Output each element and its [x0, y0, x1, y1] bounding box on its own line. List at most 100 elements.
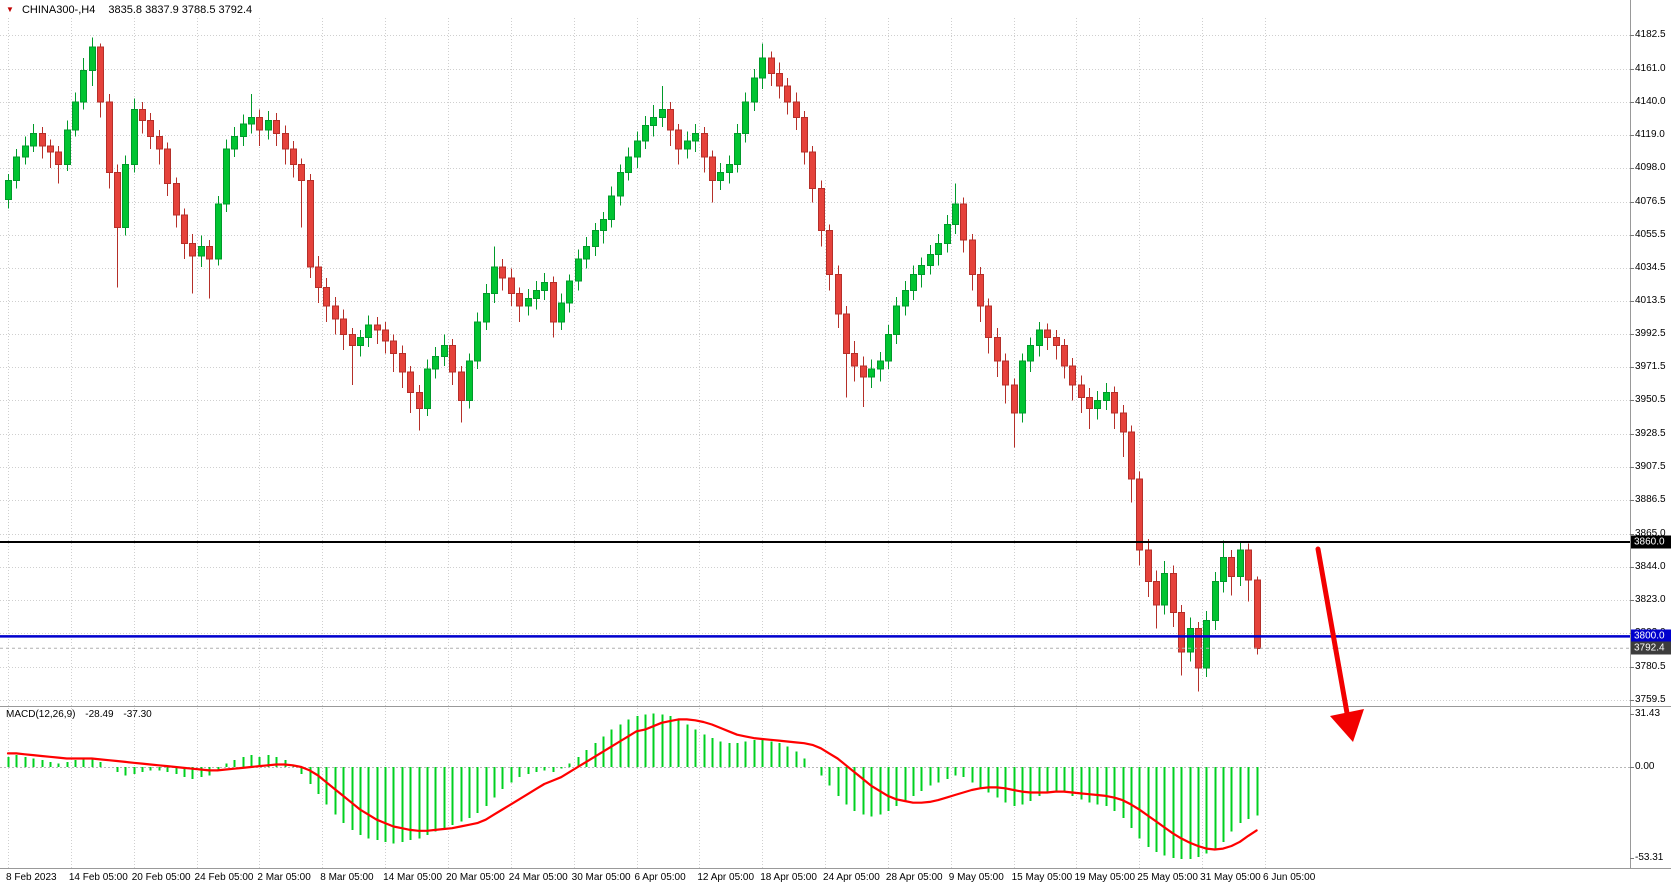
candle	[1002, 353, 1009, 404]
price-axis-label: 3844.0	[1635, 561, 1666, 573]
candle	[944, 215, 951, 253]
time-axis-label: 15 May 05:00	[1011, 872, 1073, 883]
candle	[147, 112, 154, 149]
macd-indicator-label: MACD(12,26,9) -28.49 -37.30	[6, 709, 159, 720]
candle	[55, 145, 62, 184]
candle	[240, 114, 247, 146]
candle	[382, 321, 389, 354]
resistance-price-tag: 3860.0	[1631, 535, 1671, 549]
candle	[550, 276, 557, 338]
candle	[851, 340, 858, 382]
candle	[365, 315, 372, 348]
candle	[717, 163, 724, 190]
candle	[634, 131, 641, 168]
candle	[768, 51, 775, 87]
candle	[726, 155, 733, 184]
candle	[650, 104, 657, 137]
candle	[600, 211, 607, 244]
macd-axis-label: 31.43	[1635, 707, 1661, 719]
macd-signal-value: -37.30	[123, 709, 152, 720]
candle	[458, 365, 465, 423]
candle	[357, 329, 364, 357]
time-axis-label: 25 May 05:00	[1137, 872, 1198, 883]
support-price-tag: 3800.0	[1631, 629, 1671, 643]
candle	[508, 268, 515, 307]
price-axis-label: 3865.0	[1635, 528, 1666, 540]
candle	[1237, 542, 1244, 587]
grid-lines	[0, 18, 1630, 868]
time-axis-label: 8 Mar 05:00	[320, 872, 374, 883]
macd-histogram	[7, 713, 1259, 859]
candle	[131, 98, 138, 173]
candle	[273, 112, 280, 146]
price-axis-label: 3992.5	[1635, 327, 1666, 339]
candle	[608, 186, 615, 228]
candle	[692, 123, 699, 153]
candle	[474, 312, 481, 370]
candle	[374, 317, 381, 344]
candle	[985, 298, 992, 354]
down-trend-arrow[interactable]	[1315, 546, 1364, 742]
time-axis-label: 18 Apr 05:00	[760, 872, 817, 883]
time-axis-label: 6 Jun 05:00	[1263, 872, 1316, 883]
candle	[1094, 391, 1101, 420]
candle	[424, 359, 431, 417]
candle	[994, 328, 1001, 377]
candle	[22, 136, 29, 165]
candle	[969, 233, 976, 291]
candle	[1153, 570, 1160, 629]
candle	[902, 281, 909, 316]
time-axis-label: 24 Feb 05:00	[194, 872, 254, 883]
candle	[960, 197, 967, 253]
price-axis-label: 4034.5	[1635, 261, 1666, 273]
macd-axis-label: -53.31	[1635, 851, 1664, 863]
candle	[533, 281, 540, 310]
candle	[290, 141, 297, 178]
price-axis-label: 4182.5	[1635, 29, 1666, 40]
candle	[793, 92, 800, 131]
candle	[1178, 604, 1185, 676]
candle	[466, 353, 473, 409]
candle	[332, 296, 339, 335]
candle	[809, 145, 816, 203]
price-axis-label: 3950.5	[1635, 393, 1666, 405]
price-axis-label: 4119.0	[1635, 128, 1665, 140]
candle	[910, 265, 917, 300]
candle	[114, 164, 121, 288]
candle	[47, 139, 54, 168]
candle	[885, 325, 892, 370]
candle	[139, 101, 146, 134]
candle	[307, 174, 314, 278]
candle	[5, 174, 12, 209]
candle	[1120, 405, 1127, 458]
candle	[349, 328, 356, 385]
time-axis-label: 8 Feb 2023	[6, 872, 57, 883]
candle	[751, 68, 758, 112]
candle	[64, 120, 71, 171]
candle	[215, 196, 222, 266]
candle	[1212, 571, 1219, 631]
candle	[1011, 378, 1018, 448]
macd-main-value: -28.49	[85, 709, 114, 720]
candle	[742, 92, 749, 143]
candle	[642, 115, 649, 149]
candle	[441, 334, 448, 366]
candle	[1220, 540, 1227, 593]
candle	[432, 347, 439, 379]
symbol-marker-icon[interactable]: ▼	[6, 5, 14, 14]
time-axis-label: 14 Mar 05:00	[383, 872, 443, 883]
candle	[877, 351, 884, 382]
candle	[893, 296, 900, 344]
candle	[173, 177, 180, 228]
candle	[416, 384, 423, 431]
chart-title-overlay: ▼ CHINA300-,H4 3835.8 3837.9 3788.5 3792…	[6, 4, 252, 16]
time-axis-label: 9 May 05:00	[948, 872, 1004, 883]
axis-ticks	[1630, 35, 1634, 859]
candle	[483, 284, 490, 330]
candle	[784, 78, 791, 115]
price-axis-label: 3886.5	[1635, 494, 1666, 506]
candle	[1086, 387, 1093, 429]
